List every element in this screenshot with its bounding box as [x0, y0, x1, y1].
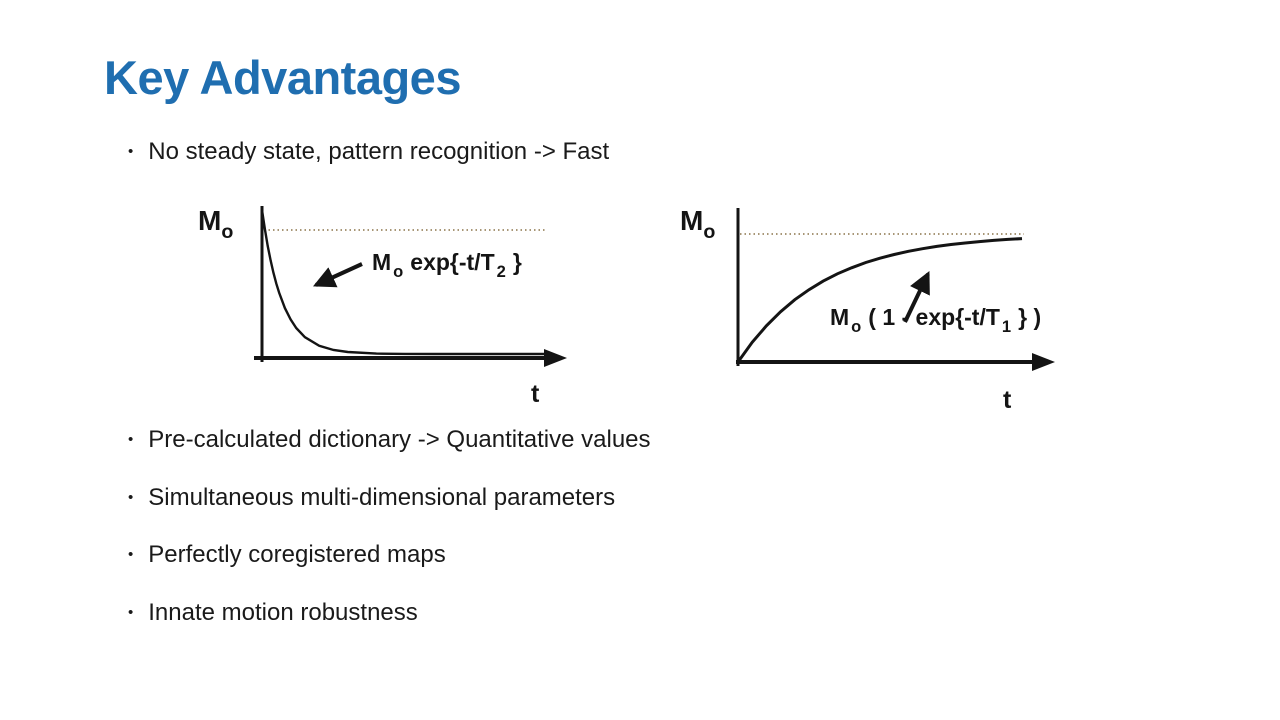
bullet-text: Simultaneous multi-dimensional parameter… — [148, 484, 616, 511]
y-axis-label: Mo — [680, 205, 716, 243]
bullet-icon: • — [128, 546, 134, 563]
bullet-text: Innate motion robustness — [148, 599, 418, 626]
bullet-icon: • — [128, 604, 134, 621]
bullet-item: • No steady state, pattern recognition -… — [128, 137, 609, 167]
y-axis-label: Mo — [198, 205, 234, 243]
bullet-text: Pre-calculated dictionary -> Quantitativ… — [148, 426, 651, 453]
bullet-icon: • — [128, 489, 134, 506]
bullet-text: No steady state, pattern recognition -> … — [148, 138, 610, 165]
x-axis-arrowhead-icon — [1032, 353, 1055, 371]
bullet-item: • Perfectly coregistered maps — [128, 540, 446, 570]
bullet-text: Perfectly coregistered maps — [148, 541, 446, 568]
bullet-icon: • — [128, 431, 134, 448]
x-axis-label: t — [1003, 386, 1012, 414]
x-axis-label: t — [531, 380, 540, 408]
bullet-item: • Simultaneous multi-dimensional paramet… — [128, 483, 615, 513]
decay-curve — [260, 209, 548, 356]
t1-recovery-plot — [736, 208, 1055, 371]
bullet-icon: • — [128, 143, 134, 160]
recovery-curve — [736, 237, 1023, 363]
annotation-arrow-icon — [903, 271, 930, 323]
bullet-item: • Pre-calculated dictionary -> Quantitat… — [128, 425, 651, 455]
annotation-arrow-icon — [312, 262, 363, 288]
bullet-item: • Innate motion robustness — [128, 598, 418, 628]
x-axis-arrowhead-icon — [544, 349, 567, 367]
page-title: Key Advantages — [104, 51, 461, 104]
t2-decay-plot — [254, 206, 567, 367]
